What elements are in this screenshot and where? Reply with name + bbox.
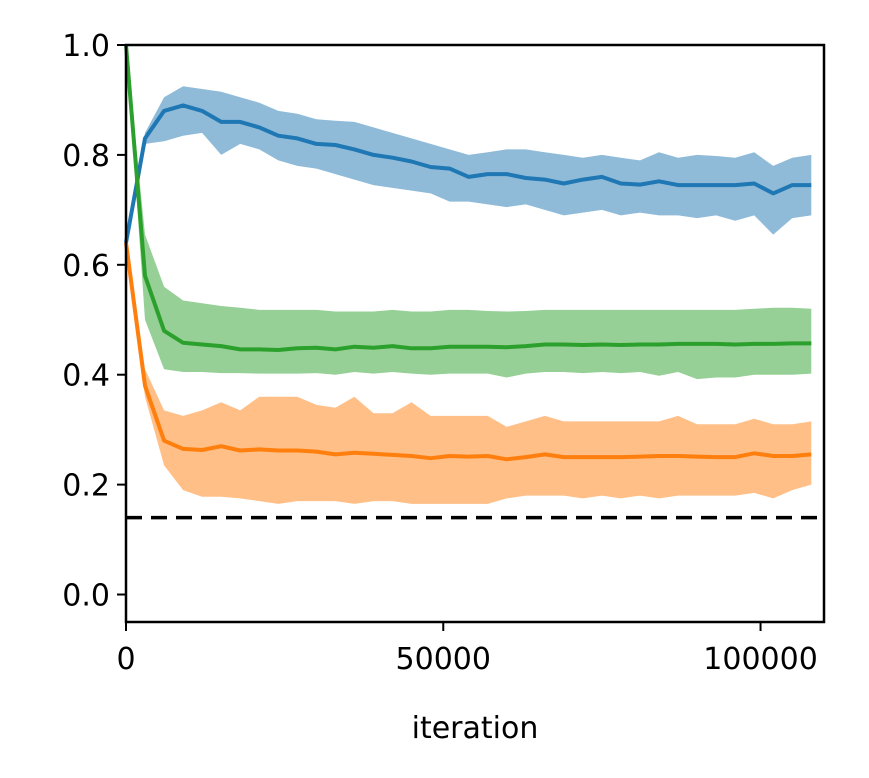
- series-lines: [124, 44, 812, 462]
- y-tick-label: 0.2: [62, 469, 110, 504]
- series-3-line: [124, 242, 812, 462]
- x-tick-label: 100000: [703, 642, 818, 677]
- series-1-band: [126, 86, 812, 249]
- x-axis-ticks: 0 50000 100000: [116, 622, 818, 677]
- series-2-line: [124, 44, 812, 352]
- x-tick-label: 50000: [396, 642, 491, 677]
- y-tick-label: 0.0: [62, 579, 110, 614]
- x-axis-label: iteration: [412, 711, 539, 746]
- confidence-bands: [126, 45, 812, 504]
- y-tick-label: 0.6: [62, 249, 110, 284]
- series-3-band: [126, 231, 812, 504]
- y-tick-label: 0.4: [62, 359, 110, 394]
- y-tick-label: 0.8: [62, 139, 110, 174]
- y-axis-ticks: 0.0 0.2 0.4 0.6 0.8 1.0: [62, 29, 126, 614]
- y-tick-label: 1.0: [62, 29, 110, 64]
- series-1-line: [124, 103, 812, 244]
- x-tick-label: 0: [116, 642, 135, 677]
- plot-frame: [124, 43, 826, 624]
